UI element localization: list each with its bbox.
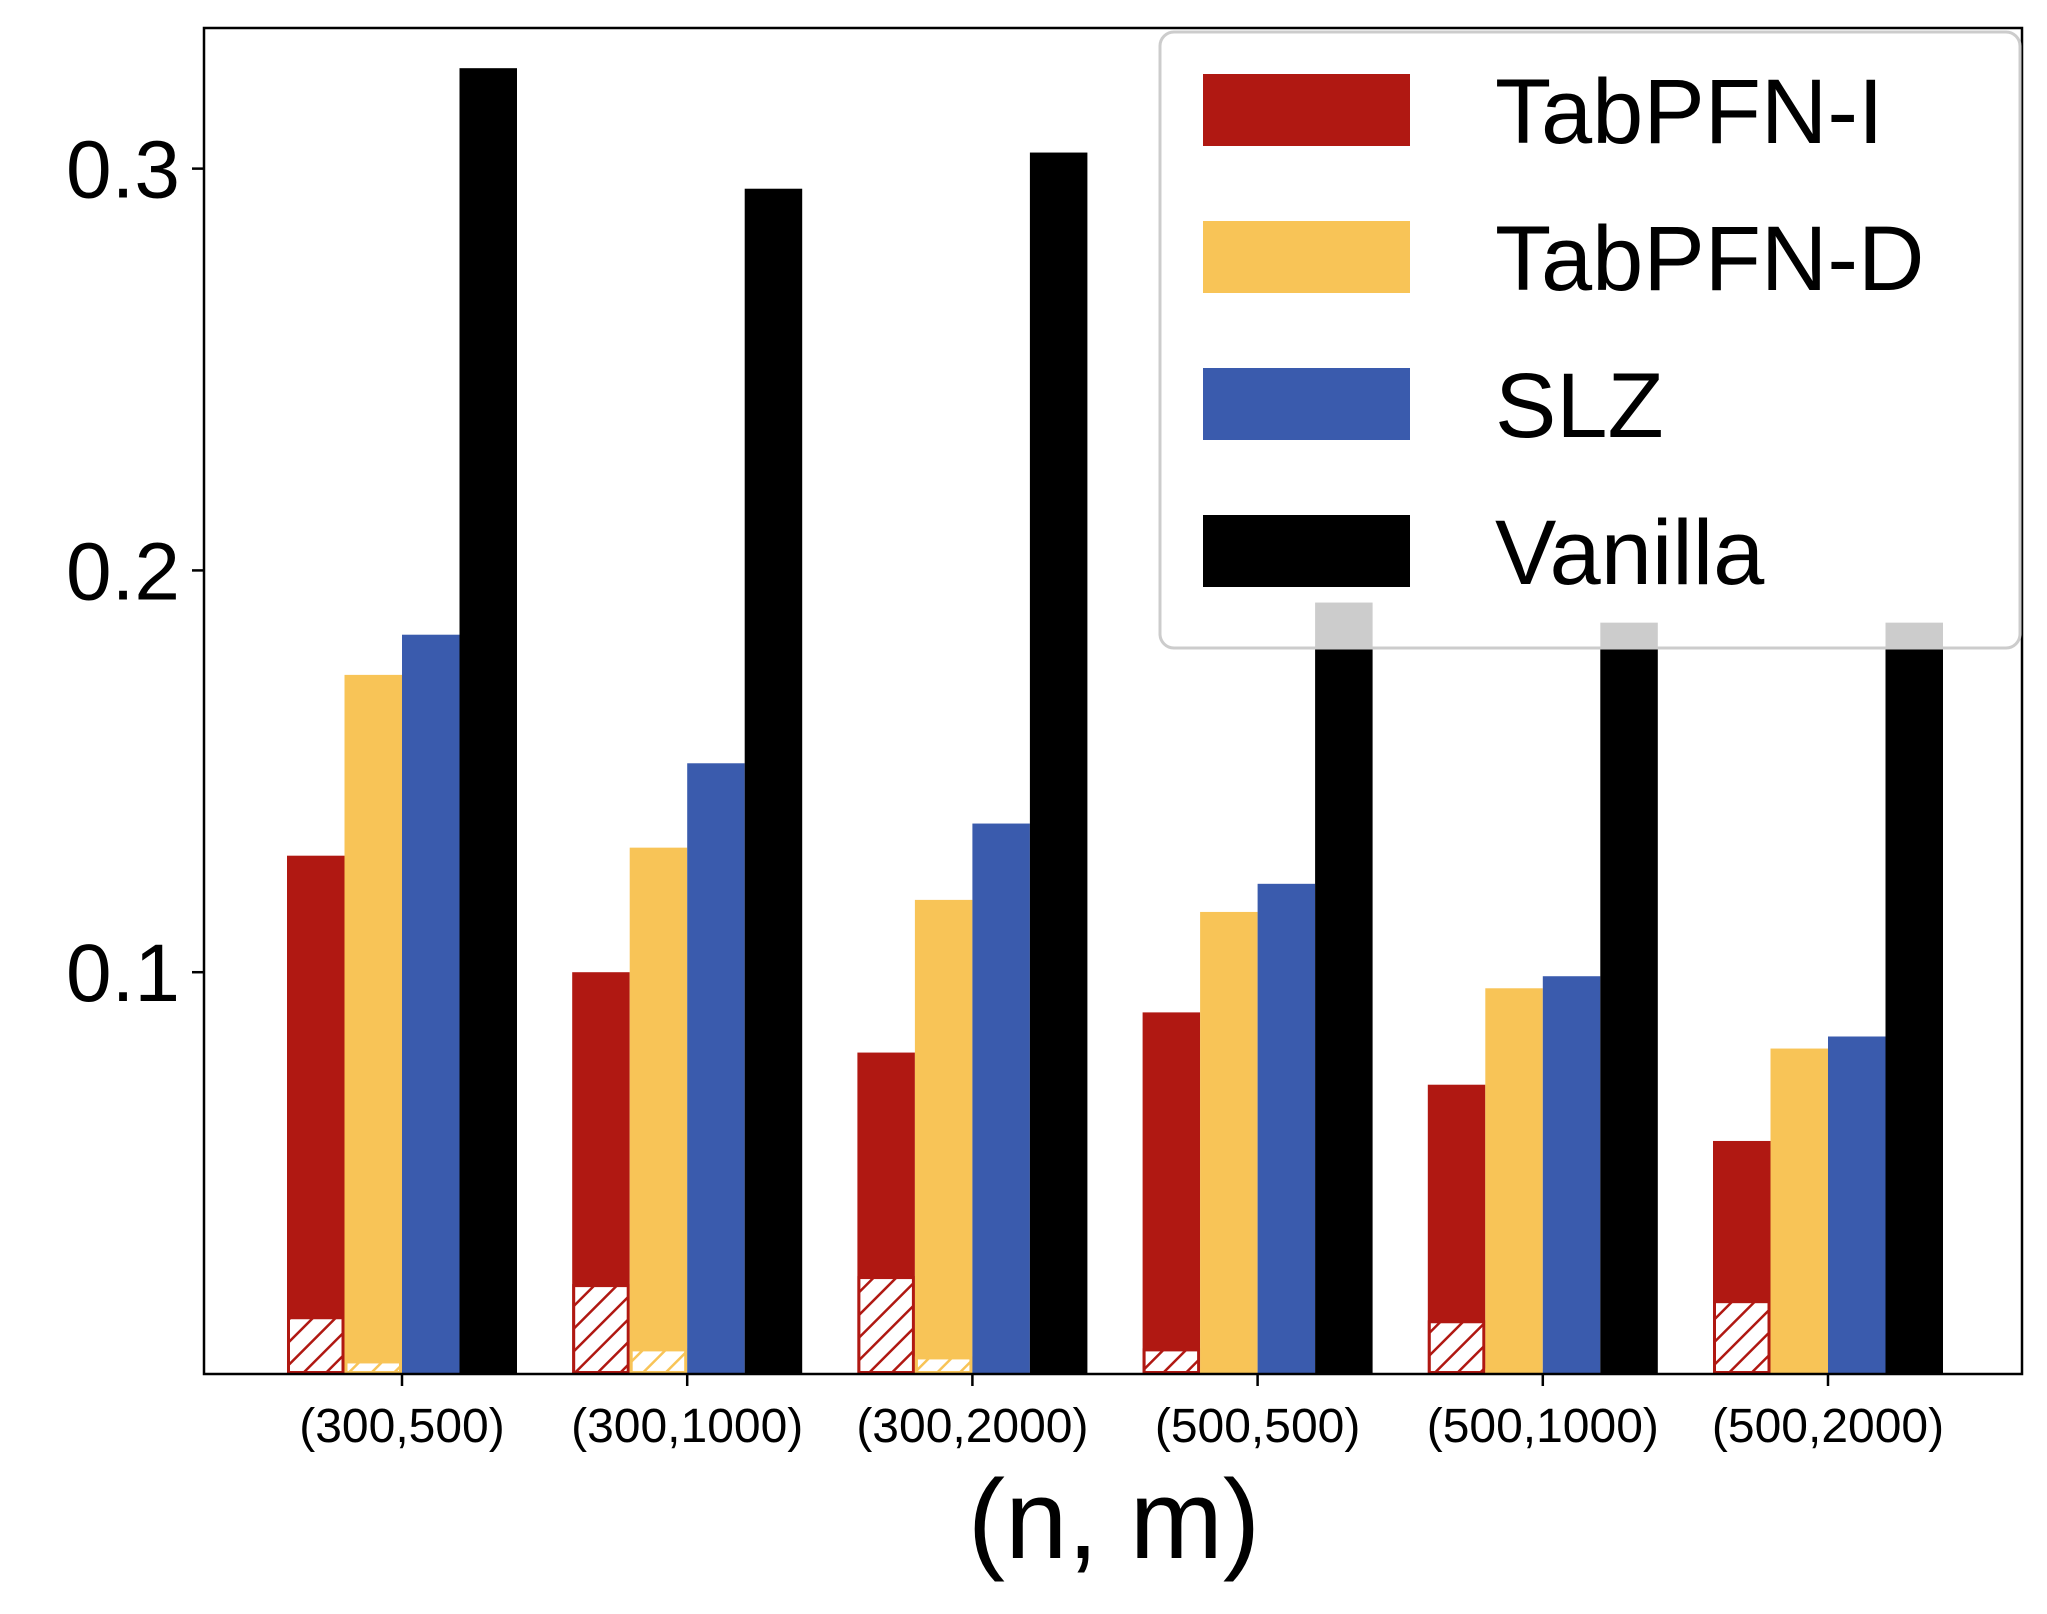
hatch-tabpfn-i-500-500 bbox=[1142, 1348, 1201, 1375]
legend-label-tabpfn-d: TabPFN-D bbox=[1495, 208, 1924, 310]
hatch-tabpfn-i-500-1000 bbox=[1427, 1320, 1486, 1375]
legend-swatch-tabpfn-i bbox=[1203, 74, 1410, 146]
bar-tabpfn-d-300-1000 bbox=[629, 847, 688, 1374]
bar-vanilla-300-1000 bbox=[744, 188, 803, 1374]
y-tick-label: 0.3 bbox=[66, 125, 180, 216]
bar-slz-500-500 bbox=[1257, 883, 1316, 1374]
bar-slz-500-2000 bbox=[1828, 1036, 1886, 1374]
x-axis-ticks: (300,500) (300,1000) (300,2000) (500,500) (5… bbox=[299, 1374, 1944, 1453]
y-tick-label: 0.1 bbox=[66, 928, 180, 1019]
x-axis-label: (n, m) bbox=[968, 1457, 1260, 1582]
hatch-tabpfn-d-300-2000 bbox=[914, 1356, 973, 1374]
hatch-tabpfn-d-500-1000 bbox=[1485, 1368, 1543, 1374]
bar-tabpfn-d-500-2000 bbox=[1770, 1048, 1828, 1374]
x-tick-label: (300,2000) bbox=[856, 1400, 1088, 1453]
bar-vanilla-300-2000 bbox=[1029, 152, 1088, 1375]
bar-tabpfn-d-300-2000 bbox=[914, 899, 973, 1374]
bar-vanilla-500-500 bbox=[1315, 602, 1373, 1374]
bar-tabpfn-d-500-1000 bbox=[1485, 988, 1543, 1374]
x-tick-label: (500,1000) bbox=[1427, 1400, 1659, 1453]
y-tick-label: 0.2 bbox=[66, 526, 180, 617]
legend-box bbox=[1158, 30, 2022, 650]
bar-slz-300-2000 bbox=[972, 823, 1030, 1374]
bar-tabpfn-i-300-500 bbox=[287, 855, 345, 1374]
hatch-tabpfn-d-300-500 bbox=[344, 1360, 402, 1375]
y-axis-ticks: 0.1 0.2 0.3 bbox=[66, 125, 204, 1019]
hatch-tabpfn-i-300-500 bbox=[287, 1316, 345, 1375]
bar-vanilla-300-500 bbox=[459, 68, 517, 1375]
legend: TabPFN-I TabPFN-D SLZ Vanilla bbox=[1158, 30, 2022, 650]
hatch-tabpfn-d-300-1000 bbox=[629, 1348, 688, 1375]
hatch-tabpfn-d-500-500 bbox=[1200, 1368, 1258, 1374]
x-tick-label: (500,2000) bbox=[1712, 1400, 1944, 1453]
legend-label-tabpfn-i: TabPFN-I bbox=[1495, 61, 1884, 163]
hatch-tabpfn-i-500-2000 bbox=[1713, 1300, 1771, 1374]
bar-slz-300-500 bbox=[402, 634, 460, 1374]
bar-tabpfn-d-500-500 bbox=[1200, 911, 1258, 1374]
bar-tabpfn-i-500-500 bbox=[1142, 1012, 1201, 1374]
bar-slz-500-1000 bbox=[1542, 976, 1601, 1374]
legend-swatch-tabpfn-d bbox=[1203, 221, 1410, 293]
bar-vanilla-500-2000 bbox=[1885, 622, 1943, 1374]
x-tick-label: (300,500) bbox=[299, 1400, 504, 1453]
bars-group bbox=[287, 68, 1943, 1375]
hatch-tabpfn-i-300-2000 bbox=[857, 1276, 915, 1375]
plot-frame bbox=[202, 26, 2024, 1376]
bar-vanilla-500-1000 bbox=[1600, 622, 1658, 1374]
bar-slz-300-1000 bbox=[687, 763, 745, 1374]
legend-swatch-slz bbox=[1203, 368, 1410, 440]
legend-label-slz: SLZ bbox=[1495, 355, 1664, 457]
legend-label-vanilla: Vanilla bbox=[1495, 502, 1765, 604]
hatch-tabpfn-i-300-1000 bbox=[572, 1284, 630, 1374]
x-tick-label: (500,500) bbox=[1155, 1400, 1360, 1453]
bar-tabpfn-d-300-500 bbox=[344, 674, 402, 1374]
x-tick-label: (300,1000) bbox=[571, 1400, 803, 1453]
hatch-tabpfn-d-500-2000 bbox=[1770, 1368, 1828, 1374]
legend-swatch-vanilla bbox=[1203, 515, 1410, 587]
